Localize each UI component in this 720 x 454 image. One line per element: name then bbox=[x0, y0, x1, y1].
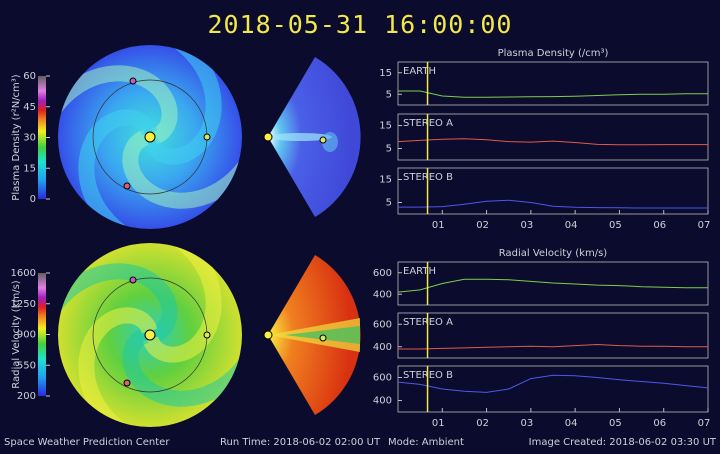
velocity-disk bbox=[58, 243, 242, 427]
panel-frame bbox=[397, 61, 709, 106]
colorbar bbox=[38, 273, 46, 396]
spiral-arm bbox=[122, 327, 242, 407]
colorbar-tick-label: 45 bbox=[23, 102, 36, 113]
series-line bbox=[398, 343, 708, 350]
footer-text: Run Time: 2018-06-02 02:00 UT bbox=[220, 437, 381, 448]
panel-frame bbox=[397, 365, 709, 413]
panel-frame bbox=[397, 312, 709, 359]
y-tick-label: 15 bbox=[379, 121, 392, 132]
panel-title: Radial Velocity (km/s) bbox=[499, 248, 607, 259]
spiral-arm bbox=[78, 109, 158, 229]
panel-label: EARTH bbox=[403, 266, 436, 277]
colorbar-tick-label: 900 bbox=[17, 330, 36, 341]
y-tick-label: 5 bbox=[386, 89, 392, 100]
colorbar-tick-label: 200 bbox=[17, 391, 36, 402]
spiral-arm bbox=[58, 65, 178, 145]
y-tick-label: 400 bbox=[373, 342, 392, 353]
spiral-arm bbox=[142, 243, 222, 363]
colorbar-tick-label: 30 bbox=[23, 133, 36, 144]
series-line bbox=[397, 278, 708, 293]
x-tick-label: 06 bbox=[653, 418, 666, 429]
colorbar bbox=[38, 76, 46, 199]
y-tick-label: 600 bbox=[373, 268, 392, 279]
spiral-arm bbox=[58, 263, 178, 343]
density-disk bbox=[58, 45, 242, 229]
y-tick-label: 600 bbox=[373, 373, 392, 384]
x-tick-label: 06 bbox=[653, 220, 666, 231]
colorbar-label: Radial Velocity (km/s) bbox=[11, 280, 22, 388]
x-tick-label: 02 bbox=[476, 220, 489, 231]
footer-text: Space Weather Prediction Center bbox=[4, 437, 170, 448]
series-line bbox=[398, 90, 708, 98]
colorbar-label: Plasma Density (r²N/cm³) bbox=[11, 74, 22, 201]
density-wedge bbox=[263, 57, 361, 217]
y-tick-label: 5 bbox=[386, 198, 392, 209]
title: 2018-05-31 16:00:00 bbox=[208, 10, 513, 39]
panel-frame bbox=[397, 261, 709, 306]
colorbar-tick-label: 1250 bbox=[11, 299, 36, 310]
x-tick-label: 03 bbox=[520, 418, 533, 429]
y-tick-label: 15 bbox=[379, 68, 392, 79]
y-tick-label: 5 bbox=[386, 144, 392, 155]
x-tick-label: 07 bbox=[698, 220, 711, 231]
x-tick-label: 04 bbox=[565, 418, 578, 429]
y-tick-label: 15 bbox=[379, 175, 392, 186]
colorbar-tick-label: 0 bbox=[30, 194, 36, 205]
panel-frame bbox=[397, 167, 709, 215]
series-line bbox=[397, 374, 709, 393]
x-tick-label: 02 bbox=[476, 418, 489, 429]
x-tick-label: 03 bbox=[520, 220, 533, 231]
spiral-arm bbox=[78, 307, 158, 427]
panel-label: EARTH bbox=[403, 66, 436, 77]
footer-text: Image Created: 2018-06-02 03:30 UT bbox=[529, 437, 717, 448]
y-tick-label: 400 bbox=[373, 396, 392, 407]
velocity-wedge bbox=[263, 255, 361, 415]
spiral-arm bbox=[142, 45, 222, 165]
x-tick-label: 01 bbox=[432, 220, 445, 231]
y-tick-label: 600 bbox=[373, 319, 392, 330]
x-tick-label: 05 bbox=[609, 418, 622, 429]
colorbar-tick-label: 550 bbox=[17, 360, 36, 371]
series-line bbox=[398, 199, 708, 209]
colorbar-tick-label: 1600 bbox=[11, 268, 36, 279]
y-tick-label: 400 bbox=[373, 289, 392, 300]
series-line bbox=[397, 138, 708, 146]
panel-title: Plasma Density (/cm³) bbox=[498, 48, 609, 59]
spiral-arm bbox=[122, 129, 242, 209]
x-tick-label: 01 bbox=[432, 418, 445, 429]
colorbar-tick-label: 60 bbox=[23, 71, 36, 82]
footer-text: Mode: Ambient bbox=[388, 437, 464, 448]
x-tick-label: 07 bbox=[698, 418, 711, 429]
panel-frame bbox=[397, 113, 709, 161]
x-tick-label: 04 bbox=[565, 220, 578, 231]
colorbar-tick-label: 15 bbox=[23, 163, 36, 174]
x-tick-label: 05 bbox=[609, 220, 622, 231]
